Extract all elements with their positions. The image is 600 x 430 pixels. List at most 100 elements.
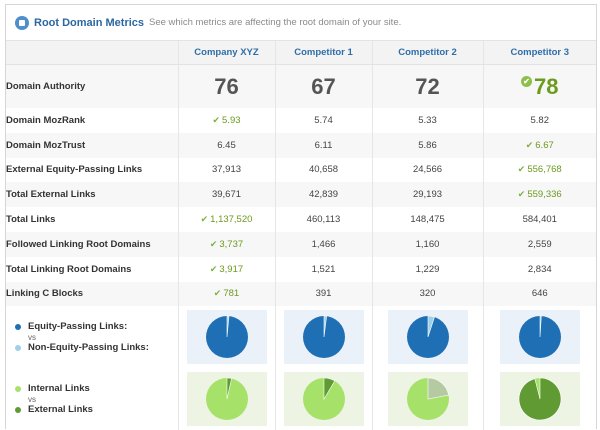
header-blank	[6, 41, 178, 65]
pie-chart	[406, 316, 449, 359]
pie-chart-box	[186, 310, 267, 365]
metric-value: 2,834	[482, 256, 596, 282]
legend-dot-icon	[15, 344, 21, 351]
metric-value-text: 1,137,520	[210, 214, 253, 226]
column-header-company-xyz: Company XYZ	[177, 41, 275, 65]
metric-value: 6.11	[274, 132, 372, 158]
metric-value: 72	[371, 64, 483, 108]
pie-cell	[274, 368, 372, 430]
metric-value-text: 5.33	[418, 114, 437, 126]
metric-value: 37,913	[177, 157, 275, 183]
metric-value: ✔ 78	[482, 64, 596, 108]
legend-dot-icon	[15, 406, 21, 413]
pie-cell	[482, 306, 596, 369]
panel-subtitle: See which metrics are affecting the root…	[149, 17, 402, 28]
metric-value-text: 1,521	[311, 263, 336, 275]
legend-dot-icon	[15, 323, 21, 330]
pie-cell	[177, 368, 275, 430]
metric-value-text: 5.86	[418, 139, 437, 151]
pie-slice-b	[427, 378, 449, 400]
legend-label: Non-Equity-Passing Links:	[28, 341, 149, 353]
metric-value-text: 646	[531, 288, 548, 300]
metric-value: 39,671	[177, 182, 275, 208]
check-icon: ✔	[200, 214, 209, 225]
pie-slice-b	[226, 378, 232, 400]
metric-value: ✔ 6.67	[482, 132, 596, 158]
metric-label: Domain MozTrust	[6, 132, 178, 158]
metric-value: ✔ 556,768	[482, 157, 596, 183]
pie-row: Equity-Passing Links: vs Non-Equity-Passin…	[6, 306, 596, 369]
metric-label: Total Links	[6, 214, 56, 226]
metric-value: 148,475	[371, 207, 483, 232]
pie-chart	[205, 378, 248, 421]
metric-value: ✔ 3,917	[177, 256, 275, 282]
metric-value-text: 5.82	[530, 114, 550, 126]
metric-value-text: 2,834	[527, 263, 552, 275]
pie-legend-cell: Internal Links vs External Links	[6, 368, 178, 430]
check-icon: ✔	[209, 238, 218, 249]
metric-value-text: 460,113	[306, 214, 341, 226]
metric-label: Linking C Blocks	[6, 281, 178, 307]
metric-value-text: 67	[311, 73, 336, 99]
metric-value: 391	[274, 281, 372, 307]
metric-value: 5.33	[371, 108, 483, 133]
metric-value-text: 3,737	[219, 238, 244, 250]
metric-value-text: 559,336	[527, 189, 562, 201]
check-icon: ✔	[517, 164, 526, 175]
metric-value: 584,401	[482, 207, 596, 232]
pie-chart-box	[186, 372, 267, 427]
pie-slice-b	[539, 316, 542, 338]
metric-value-text: 2,559	[527, 238, 552, 250]
metric-value: 2,559	[482, 231, 596, 257]
legend-vs: vs	[28, 332, 36, 342]
panel-header: Root Domain Metrics See which metrics ar…	[6, 5, 596, 41]
metric-value: 40,658	[274, 157, 372, 183]
table-row: Followed Linking Root Domains ✔ 3,737 1,466…	[6, 231, 596, 257]
legend-item: Equity-Passing Links:	[15, 321, 178, 333]
metric-value-text: 72	[415, 73, 440, 99]
metric-value: 1,229	[371, 256, 483, 282]
check-icon: ✔	[521, 75, 532, 87]
legend-dot-icon	[15, 385, 21, 392]
metric-value-text: 24,566	[412, 164, 443, 176]
metric-value: ✔ 5.93	[177, 108, 275, 133]
metric-value-text: 781	[223, 288, 240, 300]
metric-value-text: 556,768	[527, 164, 562, 176]
pie-slice-b	[323, 316, 327, 338]
pie-slice-b	[518, 378, 562, 421]
metric-value-text: 5.74	[314, 114, 333, 126]
table-row: Domain Authority 76 67 72 ✔ 78	[6, 64, 596, 108]
pie-chart-box	[499, 372, 580, 427]
pie-chart	[205, 316, 248, 359]
column-header-competitor-1: Competitor 1	[274, 41, 372, 65]
metric-value: ✔ 1,137,520	[177, 207, 275, 232]
check-icon: ✔	[213, 288, 222, 299]
metric-value-text: 6.11	[314, 139, 333, 151]
pie-chart-box	[387, 372, 468, 427]
metric-label: External Equity-Passing Links	[6, 164, 143, 176]
pie-chart	[302, 378, 345, 421]
pie-slice-b	[323, 378, 335, 401]
table-row: Domain MozTrust 6.45 6.11 5.86 ✔ 6.67	[6, 132, 596, 158]
legend-label: Equity-Passing Links:	[28, 320, 128, 332]
pie-chart-box	[283, 372, 364, 427]
metric-label: Domain Authority	[6, 64, 178, 108]
legend-label: Internal Links	[28, 382, 90, 394]
metric-value: 5.82	[482, 108, 596, 133]
pie-chart-box	[499, 310, 580, 365]
metric-value-text: 29,193	[412, 189, 443, 201]
pie-cell	[274, 306, 372, 369]
root-domain-metrics-panel: Root Domain Metrics See which metrics ar…	[5, 4, 597, 430]
metric-value-text: 1,229	[415, 263, 440, 275]
check-icon: ✔	[517, 189, 526, 200]
metric-label: Followed Linking Root Domains	[6, 231, 178, 257]
metric-value-text: 1,466	[311, 238, 336, 250]
metric-value: ✔ 3,737	[177, 231, 275, 257]
legend-item: Internal Links	[15, 383, 178, 395]
legend-item: Non-Equity-Passing Links:	[15, 342, 178, 354]
metric-value-text: 3,917	[219, 263, 244, 275]
pie-slice-b	[226, 316, 229, 338]
metric-value: 76	[177, 64, 275, 108]
metric-value-text: 78	[534, 73, 559, 99]
pie-cell	[482, 368, 596, 430]
